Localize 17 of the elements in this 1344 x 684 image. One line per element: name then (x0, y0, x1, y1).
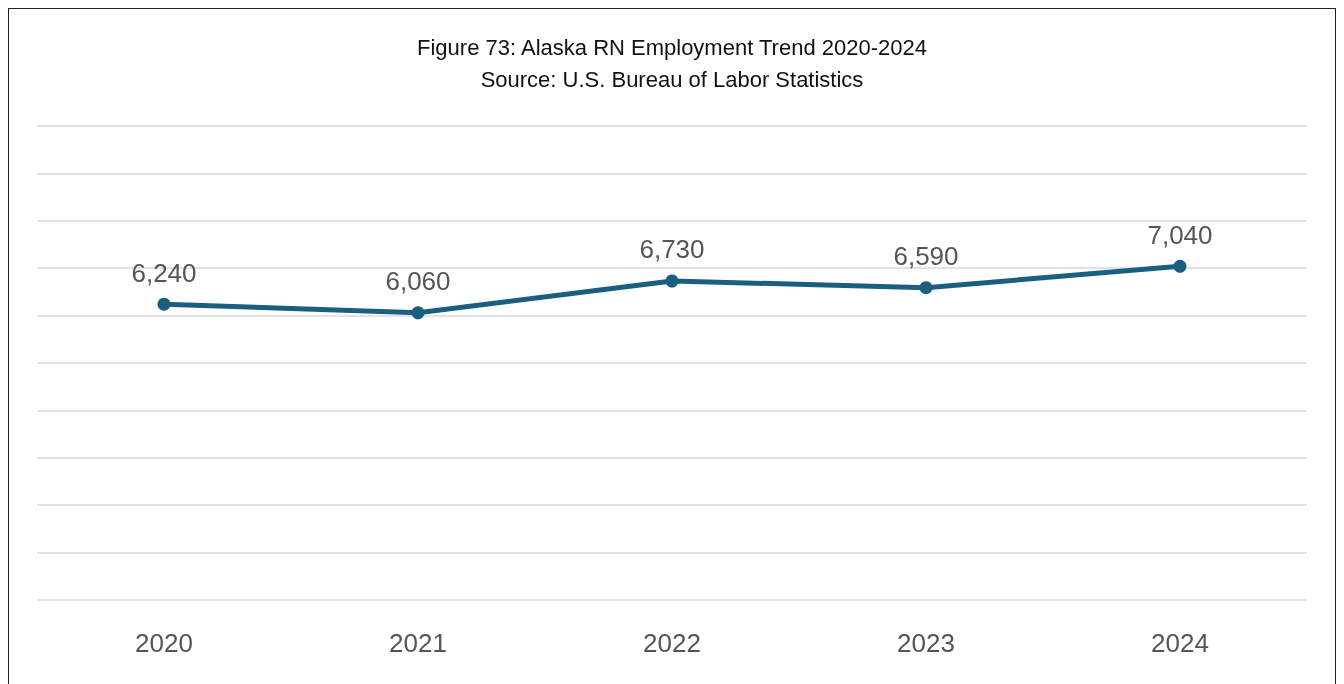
x-tick-label: 2020 (135, 628, 193, 658)
point (411, 306, 425, 320)
chart-title: Figure 73: Alaska RN Employment Trend 2020-2024 (417, 34, 927, 60)
point (919, 281, 933, 295)
data-label: 6,590 (893, 241, 959, 272)
data-label: 6,240 (131, 257, 197, 288)
x-tick-label: 2023 (897, 628, 955, 658)
point (1173, 259, 1187, 273)
x-tick-label: 2021 (389, 628, 447, 658)
point (665, 274, 679, 288)
x-tick-label: 2024 (1151, 628, 1209, 658)
chart-subtitle: Source: U.S. Bureau of Labor Statistics (480, 66, 864, 92)
data-label: 6,730 (639, 234, 705, 265)
data-label: 7,040 (1147, 219, 1213, 250)
x-tick-label: 2022 (643, 628, 701, 658)
point (157, 297, 171, 311)
data-label: 6,060 (385, 266, 451, 297)
